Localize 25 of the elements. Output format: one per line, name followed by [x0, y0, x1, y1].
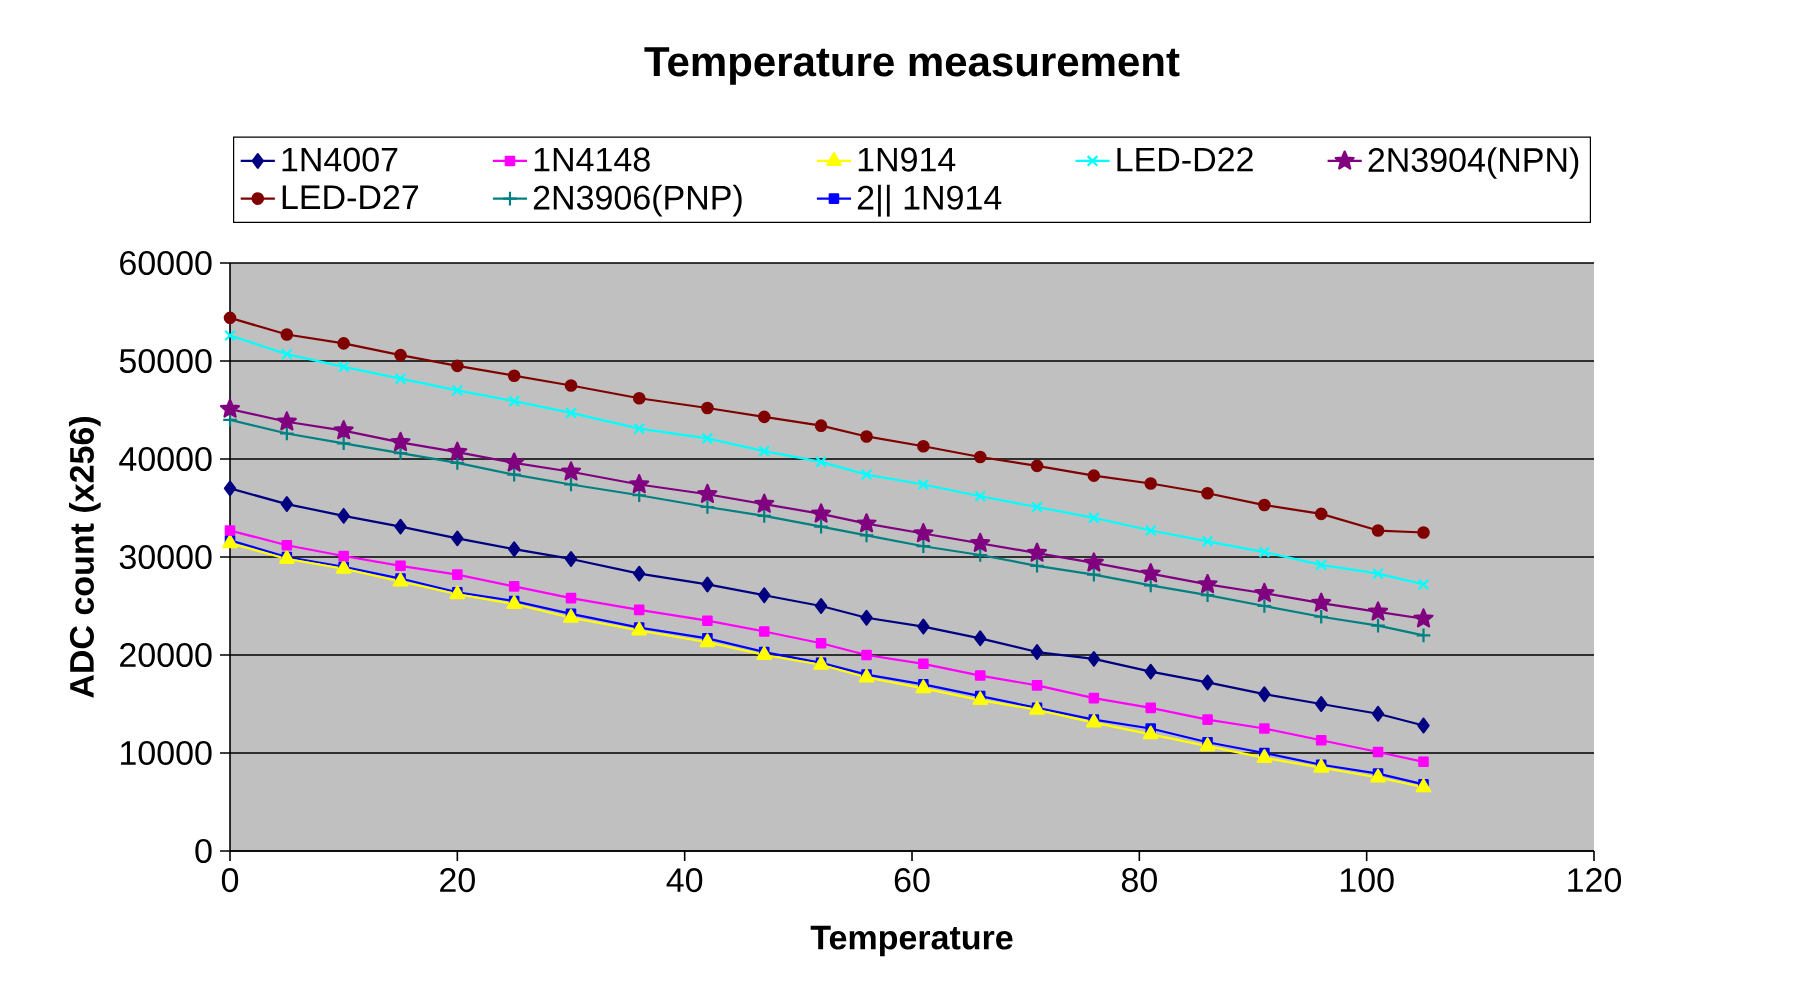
x-tick-label: 120 — [1568, 868, 1622, 893]
x-tick-label: 100 — [1340, 868, 1394, 893]
x-tick-label: 60 — [894, 868, 930, 893]
y-tick-label: 0 — [195, 838, 212, 864]
y-tick-label: 30000 — [119, 544, 212, 570]
legend-label: 1N4007 — [282, 147, 398, 172]
legend-label: 2N3906(PNP) — [533, 184, 742, 217]
y-tick-label: 50000 — [119, 348, 212, 374]
x-tick-label: 80 — [1121, 868, 1157, 893]
legend-label: LED-D22 — [1117, 147, 1253, 172]
x-tick-label: 0 — [221, 868, 239, 893]
y-tick-label: 60000 — [120, 250, 212, 276]
legend-label: 2N3904(NPN) — [1368, 147, 1579, 179]
legend-label: LED-D27 — [282, 185, 419, 209]
y-tick-label: 10000 — [121, 740, 212, 766]
y-tick-label: 20000 — [120, 642, 212, 668]
y-tick-label: 40000 — [119, 446, 212, 472]
x-tick-label: 20 — [440, 868, 475, 893]
legend-label: 1N4148 — [534, 147, 650, 172]
y-axis-title: ADC count (x256) — [68, 417, 101, 698]
x-tick-label: 40 — [666, 868, 703, 893]
chart-title: Temperature measurement — [644, 47, 1180, 85]
x-axis-title: Temperature — [810, 925, 1013, 957]
legend-label: 2|| 1N914 — [857, 184, 1002, 217]
legend-label: 1N914 — [858, 147, 956, 172]
